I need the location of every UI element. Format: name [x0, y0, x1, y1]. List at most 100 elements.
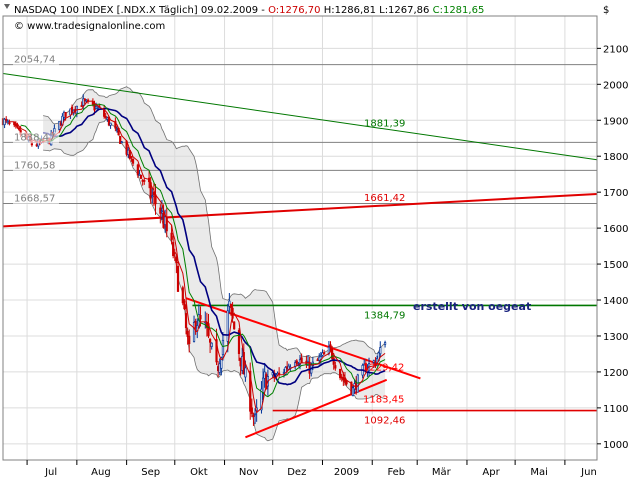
candle-body [379, 347, 382, 355]
low-value: L:1267,86 [376, 5, 429, 16]
chart-title-line: NASDAQ 100 INDEX [.NDX.X Täglich] 09.02.… [14, 5, 484, 16]
candle-body [8, 122, 11, 125]
candle-body [295, 360, 298, 365]
ma-short-line [9, 100, 386, 414]
candle-body [3, 119, 6, 126]
triangle-lower-label: 1183,45 [363, 394, 404, 405]
candle-body [143, 180, 146, 182]
candle-body [237, 330, 241, 355]
candle-body [345, 380, 348, 385]
candle-body [181, 287, 184, 304]
candle-body [183, 300, 186, 310]
candle-body [64, 111, 67, 117]
moving-averages [9, 100, 386, 414]
x-tick-label: 2009 [334, 467, 359, 478]
level-label: 2054,74 [14, 55, 55, 66]
candle-body [82, 98, 85, 106]
level-label-bg [13, 54, 59, 66]
candle-body [70, 106, 74, 113]
candle-body [208, 338, 212, 343]
candle-body [114, 121, 117, 129]
level-label: 1384,79 [364, 310, 405, 321]
candle-body [383, 342, 387, 345]
candle-body [170, 232, 173, 240]
candle-body [139, 174, 143, 179]
candle-body [184, 313, 188, 329]
candle-body [96, 107, 99, 109]
close-value: C:1281,65 [429, 5, 484, 16]
candle-body [6, 120, 9, 123]
y-tick-label: 2000 [603, 80, 628, 91]
level-label: 1760,58 [14, 160, 55, 171]
triangle-upper-line [185, 297, 421, 380]
candle-body [260, 388, 263, 411]
candle-body [226, 310, 229, 342]
candle-body [109, 122, 112, 126]
chart-title: NASDAQ 100 INDEX [.NDX.X Täglich] 09.02.… [14, 5, 268, 16]
level-label-bg [363, 309, 409, 321]
candle-body [261, 377, 265, 393]
candle-body [252, 415, 255, 417]
y-tick-label: 1700 [603, 188, 628, 199]
y-tick-label: 2100 [603, 44, 628, 55]
green-long-trend-label: 1881,39 [364, 118, 405, 129]
candle-body [80, 105, 83, 107]
candle-body [284, 367, 287, 375]
x-tick-label: Okt [190, 467, 208, 478]
candle-body [339, 368, 342, 379]
candle-body [192, 322, 196, 342]
open-value: O:1276,70 [268, 5, 320, 16]
y-tick-label: 1900 [603, 116, 628, 127]
candle-body [131, 158, 135, 164]
x-tick-label: Feb [387, 467, 405, 478]
candle-body [151, 195, 154, 198]
candle-body [332, 357, 335, 365]
triangle-lower-line [245, 378, 388, 439]
ma-mid-line [20, 103, 386, 398]
candle-body [253, 413, 257, 416]
green-long-trend-line [2, 73, 598, 161]
x-tick-label: Jul [44, 467, 57, 478]
y-tick-label: 1200 [603, 368, 628, 379]
level-label-bg [13, 160, 59, 172]
candle-body [119, 136, 122, 145]
candle-body [17, 127, 21, 130]
candle-body [173, 252, 176, 254]
level-label: 1092,46 [364, 416, 405, 427]
candle-body [278, 372, 281, 375]
trend-lines [2, 73, 598, 439]
candle-body [160, 210, 164, 213]
x-tick-label: Dez [287, 467, 306, 478]
candle-body [104, 116, 107, 118]
candle-body [220, 357, 223, 369]
candle-body [136, 164, 139, 176]
level-label-bg [363, 414, 409, 426]
y-tick-label: 1000 [603, 440, 628, 451]
candle-body [322, 352, 326, 355]
triangle-upper-label: 1229,42 [363, 362, 404, 373]
candle-body [210, 342, 213, 347]
menu-triangle-icon[interactable] [4, 4, 10, 9]
y-tick-label: 1500 [603, 260, 628, 271]
ma-long-line [43, 107, 386, 386]
candle-body [149, 182, 152, 199]
candle-body [5, 118, 8, 121]
y-axis: 1000 1100 1200 1300 1400 1500 1600 1700 1800 1900… [597, 44, 628, 451]
y-tick-label: 1800 [603, 152, 628, 163]
candle-body [83, 98, 86, 101]
candle-body [188, 335, 191, 344]
level-label-bg [13, 132, 59, 144]
candle-body [194, 320, 197, 329]
candle-body [231, 307, 234, 319]
source-credit: © www.tradesignalonline.com [14, 21, 165, 32]
y-tick-label: 1400 [603, 296, 628, 307]
candle-body [172, 242, 175, 257]
horizontal-levels [3, 64, 597, 412]
candle-body [120, 141, 123, 144]
level-label: 1838,47 [14, 132, 55, 143]
candle-body [199, 315, 202, 320]
candle-body [334, 365, 337, 369]
candle-body [343, 377, 347, 382]
candle-body [165, 217, 168, 232]
